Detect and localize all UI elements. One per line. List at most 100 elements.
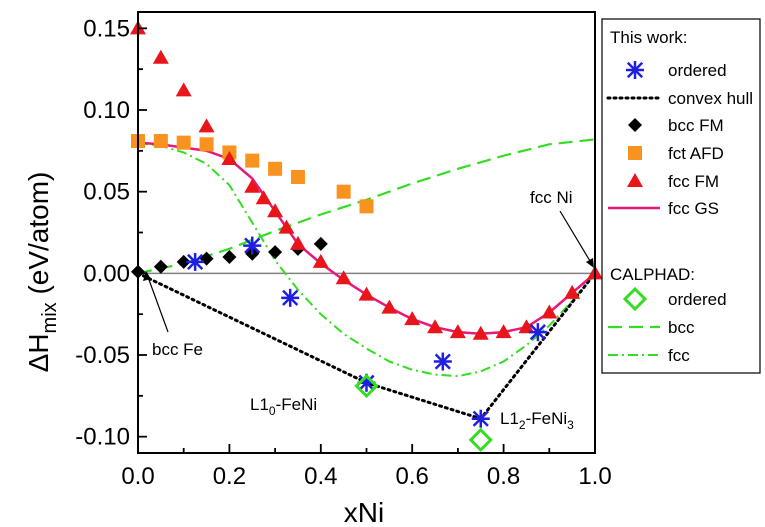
legend-frame — [601, 18, 761, 374]
series-this-work-bcc-fm-point — [313, 236, 328, 251]
svg-text:ΔHmix (eV/atom): ΔHmix (eV/atom) — [23, 172, 61, 373]
y-axis-title: ΔHmix (eV/atom) — [23, 172, 61, 373]
series-this-work-fcc-fm-point — [564, 284, 581, 299]
legend-group-this-work: ordered convex hull bcc FM fct AFD fcc FM fcc… — [606, 61, 753, 218]
x-tick-label: 1.0 — [578, 463, 611, 490]
series-this-work-fcc-fm-point — [381, 299, 398, 314]
series-this-work-fct-afd — [131, 134, 374, 214]
legend-label: fcc FM — [668, 172, 719, 191]
series-this-work-fcc-fm-point — [152, 49, 169, 64]
legend-item-calphad-bcc: bcc — [608, 318, 695, 337]
series-this-work-fct-afd-point — [245, 153, 260, 168]
x-tick-label: 0.0 — [121, 463, 154, 490]
series-this-work-convex-hull-line — [136, 271, 597, 421]
series-this-work-fcc-fm-point — [289, 235, 306, 250]
legend-label: ordered — [668, 61, 727, 80]
series-this-work-ordered-point — [528, 323, 547, 342]
series-this-work-ordered-point — [281, 288, 300, 307]
series-this-work-fcc-fm-point — [335, 270, 352, 285]
series-this-work-fcc-fm-point — [221, 151, 238, 165]
series-this-work-fcc-fm-point — [518, 319, 535, 334]
legend-group-calphad: ordered bcc fcc — [608, 286, 727, 365]
legend-item-calphad-fcc: fcc — [608, 346, 690, 365]
series-this-work-fcc-fm-point — [198, 118, 215, 133]
legend-symbol — [628, 118, 642, 132]
series-this-work-fcc-fm-point — [278, 219, 295, 234]
series-this-work-fct-afd-point — [290, 169, 305, 184]
legend-item-this-work-fct-afd: fct AFD — [628, 144, 724, 163]
legend-item-this-work-fcc-gs: fcc GS — [608, 199, 719, 218]
legend: This work: ordered convex hull bcc FM fct A… — [601, 18, 761, 374]
series-this-work-ordered-point — [433, 352, 452, 371]
series-calphad-ordered-point — [354, 373, 379, 399]
series-this-work-fcc-fm-point — [541, 304, 558, 319]
series-this-work-bcc-fm-point — [153, 259, 168, 274]
series-this-work-fct-afd-point — [268, 161, 283, 176]
series-this-work-ordered-point — [243, 236, 262, 255]
legend-item-this-work-bcc-fm: bcc FM — [628, 116, 724, 135]
annotation-l12-feni3: L12-FeNi3 — [500, 409, 574, 432]
legend-item-calphad-ordered: ordered — [622, 286, 727, 312]
series-this-work-fct-afd-point — [176, 135, 191, 150]
legend-item-this-work-ordered: ordered — [626, 61, 727, 80]
x-tick-label: 0.4 — [304, 463, 337, 490]
series-this-work-fcc-fm-point — [244, 178, 261, 193]
series-this-work-fcc-fm-point — [427, 319, 444, 334]
y-tick-label: -0.10 — [75, 424, 130, 451]
plot-area — [130, 20, 603, 453]
legend-group-calphad-title: CALPHAD: — [610, 265, 695, 284]
series-this-work-fcc-fm-point — [404, 311, 421, 326]
x-tick-label: 0.6 — [396, 463, 429, 490]
series-this-work-fcc-fm-point — [472, 325, 489, 340]
series-this-work-fcc-fm-point — [267, 203, 284, 218]
series-this-work-fcc-fm — [130, 20, 603, 340]
annotation-fcc-ni-arrowhead — [586, 258, 594, 268]
series-this-work-bcc-fm-point — [222, 250, 237, 264]
y-tick-label: 0.00 — [83, 260, 130, 287]
series-this-work-ordered-point — [186, 252, 205, 271]
series-this-work-fct-afd-point — [153, 134, 168, 149]
legend-label: fct AFD — [668, 144, 724, 163]
legend-symbol — [626, 61, 644, 79]
annotation-fcc-ni-arrow — [559, 210, 591, 262]
series-this-work-fcc-fm-point — [175, 82, 192, 97]
x-axis-title: xNi — [344, 497, 384, 527]
axes: 0.0 0.2 0.4 0.6 0.8 1.0 -0.10 -0.05 0.00 0.05 0.10… — [75, 11, 612, 490]
series-this-work-fcc-fm-point — [312, 253, 329, 268]
legend-label: fcc — [668, 346, 690, 365]
x-tick-label: 0.2 — [213, 463, 246, 490]
series-this-work-bcc-fm-point — [268, 245, 283, 260]
series-this-work-ordered-point — [471, 409, 490, 428]
y-tick-label: 0.10 — [83, 97, 130, 124]
legend-symbol — [622, 286, 648, 312]
series-calphad-fcc-line — [137, 141, 596, 378]
series-calphad-ordered — [354, 373, 493, 453]
y-tick-label: 0.15 — [83, 15, 130, 42]
series-this-work-fcc-fm-point — [495, 324, 512, 339]
series-this-work-bcc-fm-point — [176, 254, 191, 269]
legend-symbol — [627, 173, 643, 187]
legend-symbol — [628, 146, 642, 160]
x-tick-label: 0.8 — [487, 463, 520, 490]
y-tick-label: -0.05 — [75, 342, 130, 369]
legend-group-this-work-title: This work: — [610, 28, 687, 47]
legend-item-this-work-convex-hull: convex hull — [606, 89, 753, 108]
series-this-work-fcc-fm-point — [449, 324, 466, 339]
series-this-work-ordered — [186, 236, 547, 428]
series-this-work-fcc-fm-point — [358, 286, 375, 301]
legend-label: ordered — [668, 290, 727, 309]
legend-label: fcc GS — [668, 199, 719, 218]
legend-item-this-work-fcc-fm: fcc FM — [627, 172, 719, 191]
annotation-l10-feni: L10-FeNi — [250, 395, 317, 418]
series-this-work-fct-afd-point — [359, 199, 374, 214]
series-this-work-fcc-gs-line — [137, 141, 596, 336]
annotation-bcc-fe-arrowhead — [143, 271, 151, 281]
annotation-bcc-fe-arrow — [147, 276, 169, 333]
y-tick-label: 0.05 — [83, 179, 130, 206]
series-this-work-fct-afd-point — [199, 137, 214, 152]
series-this-work-fct-afd-point — [336, 184, 351, 199]
legend-label: bcc — [668, 318, 695, 337]
series-this-work-fcc-fm-point — [255, 190, 272, 205]
series-calphad-ordered-point — [468, 427, 493, 453]
